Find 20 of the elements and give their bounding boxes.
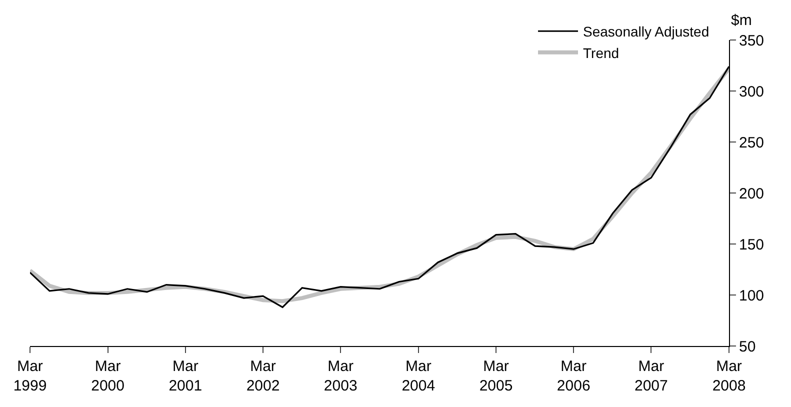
y-tick-label: 200 — [739, 185, 764, 202]
y-tick-label: 250 — [739, 134, 764, 152]
y-tick-label: 100 — [739, 287, 764, 304]
x-tick-label: Mar 2002 — [246, 358, 280, 394]
x-tick-label: Mar 2007 — [634, 358, 668, 394]
legend-label: Trend — [583, 44, 620, 61]
y-tick-label: 300 — [739, 83, 764, 100]
x-tick-label: Mar 2005 — [479, 358, 513, 394]
x-tick-label: Mar 2000 — [91, 358, 124, 394]
legend-label: Seasonally Adjusted — [583, 24, 710, 40]
x-tick-label: Mar 2003 — [324, 358, 358, 394]
y-tick-label: 350 — [739, 32, 764, 50]
x-tick-label: Mar 2004 — [402, 358, 436, 394]
x-tick-label: Mar 2001 — [168, 358, 202, 394]
x-tick-label: Mar 1999 — [13, 358, 47, 394]
x-tick-label: Mar 2008 — [712, 358, 746, 394]
y-tick-label: 50 — [739, 338, 756, 356]
x-tick-label: Mar 2006 — [556, 358, 590, 394]
y-axis-title: $m — [731, 12, 752, 29]
y-tick-label: 150 — [739, 236, 764, 254]
